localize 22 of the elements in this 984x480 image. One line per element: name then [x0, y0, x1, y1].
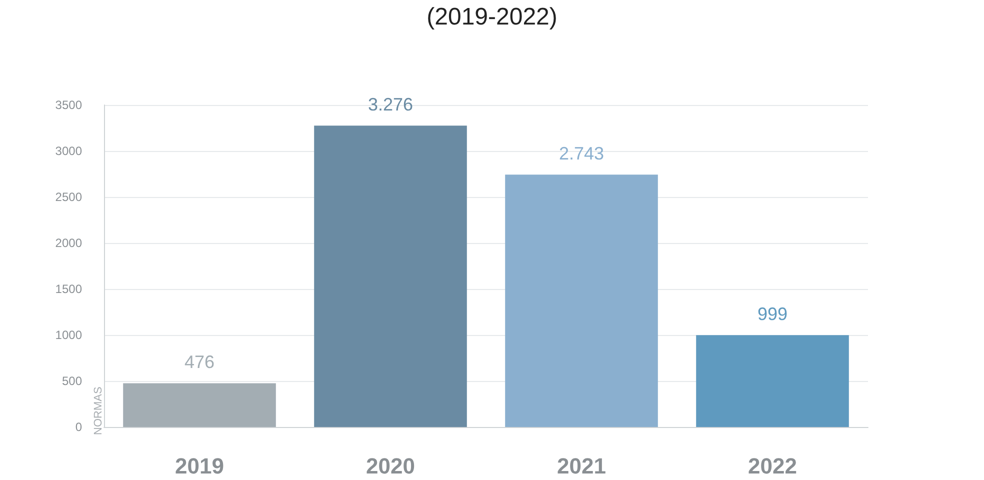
- chart-title: (2019-2022): [426, 4, 558, 30]
- x-tick-label: 2020: [366, 454, 415, 478]
- data-label: 3.276: [368, 94, 414, 115]
- bar: [123, 383, 276, 427]
- y-tick-label: 500: [62, 374, 82, 388]
- x-tick-label: 2022: [748, 454, 797, 478]
- data-label: 2.743: [558, 144, 604, 164]
- x-tick-label: 2019: [175, 454, 224, 478]
- y-tick-label: 2000: [55, 236, 82, 250]
- bar: [505, 174, 658, 427]
- y-tick-label: 1500: [55, 282, 82, 296]
- bar: [314, 126, 467, 427]
- y-axis-title: NORMAS: [92, 386, 104, 435]
- y-tick-label: 1000: [55, 328, 82, 342]
- y-tick-label: 3000: [55, 144, 82, 158]
- y-tick-label: 0: [75, 420, 82, 434]
- bar: [696, 335, 849, 427]
- y-tick-label: 3500: [55, 98, 82, 112]
- data-label: 999: [757, 304, 788, 324]
- data-label: 476: [184, 352, 215, 372]
- y-tick-label: 2500: [55, 190, 82, 204]
- x-tick-label: 2021: [557, 454, 606, 478]
